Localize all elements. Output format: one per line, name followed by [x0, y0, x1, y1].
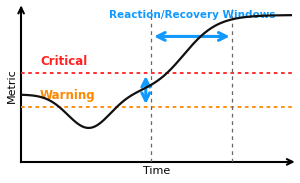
Text: Critical: Critical — [40, 55, 87, 68]
Text: Reaction/Recovery Windows: Reaction/Recovery Windows — [109, 10, 275, 20]
X-axis label: Time: Time — [143, 166, 170, 176]
Y-axis label: Metric: Metric — [7, 68, 17, 103]
Text: Warning: Warning — [40, 89, 96, 102]
